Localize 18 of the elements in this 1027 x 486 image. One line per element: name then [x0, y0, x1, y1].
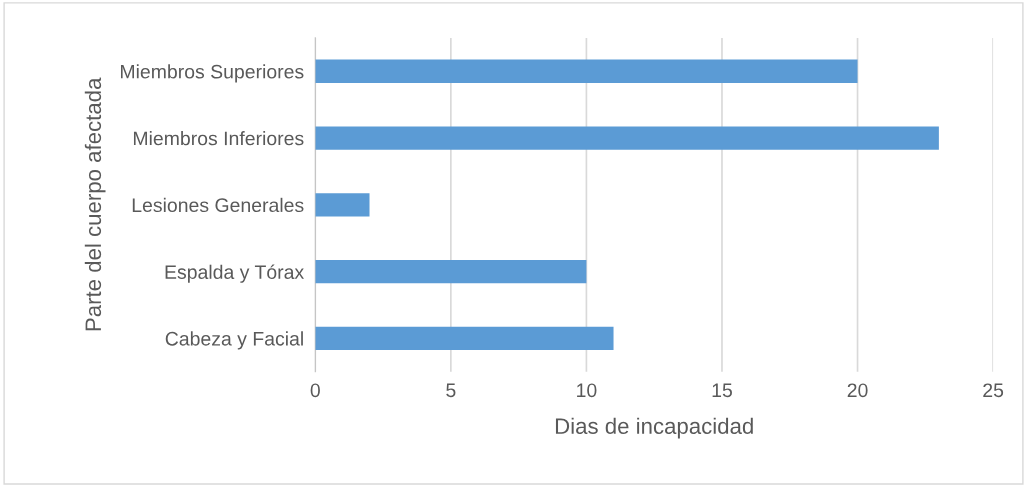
- bar: [315, 59, 858, 83]
- x-axis-title: Dias de incapacidad: [555, 417, 753, 439]
- x-tick-label: 25: [983, 383, 1004, 398]
- y-tick-label: Lesiones Generales: [132, 197, 304, 213]
- bar: [315, 193, 370, 217]
- x-tick-label: 15: [712, 383, 732, 398]
- x-tick-label: 5: [446, 383, 456, 398]
- y-tick-label: Miembros Inferiores: [133, 131, 304, 146]
- bar: [315, 126, 939, 150]
- x-tick-label: 10: [577, 383, 597, 398]
- bar: [315, 326, 614, 351]
- y-tick-label: Espalda y Tórax: [165, 264, 304, 283]
- y-tick-label: Miembros Superiores: [121, 64, 304, 83]
- y-tick-label: Cabeza y Facial: [165, 331, 303, 350]
- x-tick-label: 20: [847, 383, 868, 398]
- bar: [315, 259, 587, 284]
- x-tick-label: 0: [310, 383, 320, 398]
- y-axis-title: Parte del cuerpo afectada: [84, 77, 106, 331]
